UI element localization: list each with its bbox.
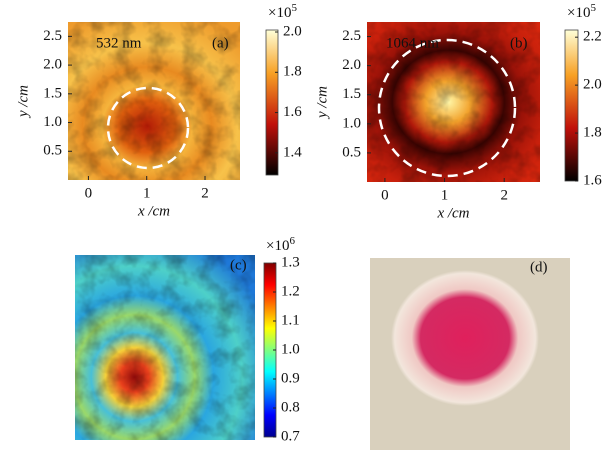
- x-axis-label: x /cm: [137, 203, 170, 219]
- x-tick-label: 1: [143, 185, 151, 201]
- x-tick-label: 2: [500, 187, 508, 203]
- colorbar-multiplier: ×105: [268, 2, 297, 22]
- colorbar-tick-label: 1.8: [283, 64, 302, 80]
- colorbar-multiplier: ×106: [266, 235, 295, 255]
- colorbar-tick-label: 2.0: [583, 77, 602, 93]
- y-tick-label: 1.5: [43, 85, 62, 101]
- annotation: (a): [212, 35, 229, 51]
- y-tick-label: 2.5: [43, 28, 62, 44]
- annotation: (b): [510, 35, 528, 51]
- x-axis-label: x /cm: [436, 205, 469, 221]
- y-tick-label: 1.0: [342, 115, 361, 131]
- colorbar-tick-label: 2.0: [283, 23, 302, 39]
- y-tick-label: 0.5: [43, 143, 62, 159]
- colorbar-tick-label: 0.7: [281, 428, 300, 444]
- x-tick-label: 2: [201, 185, 209, 201]
- annotation: 532 nm: [96, 35, 142, 51]
- colorbar-tick-label: 1.2: [281, 283, 300, 299]
- colorbar-tick-label: 1.3: [281, 254, 300, 270]
- heatmap-texture: [75, 255, 255, 440]
- y-tick-label: 2.0: [43, 57, 62, 73]
- multiplier-base: ×10: [567, 5, 590, 21]
- y-axis-label: y /cm: [314, 86, 330, 120]
- photo-stain: [391, 270, 539, 406]
- colorbar-tick-label: 1.8: [583, 125, 602, 141]
- multiplier-exponent: 6: [289, 235, 295, 247]
- multiplier-base: ×10: [266, 238, 289, 254]
- colorbar-tick-label: 0.8: [281, 399, 300, 415]
- colorbar-tick-label: 1.6: [283, 104, 302, 120]
- y-tick-label: 2.5: [342, 28, 361, 44]
- multiplier-base: ×10: [268, 5, 291, 21]
- y-tick-label: 1.5: [342, 86, 361, 102]
- colorbar-tick-label: 1.4: [283, 144, 302, 160]
- y-tick-label: 2.0: [342, 57, 361, 73]
- figure: (d) 532 nm (a) 0 1 2 0.5 1.0 1.5 2.0 2.5 x /cm y /c…: [0, 0, 609, 454]
- colorbar-tick-label: 1.6: [583, 172, 602, 188]
- annotation: 1064 nm: [386, 35, 439, 51]
- colorbar-tick-label: 2.2: [583, 29, 602, 45]
- multiplier-exponent: 5: [590, 2, 596, 14]
- panel-label: (d): [530, 259, 548, 275]
- colorbar-tick-label: 1.1: [281, 312, 300, 328]
- colorbar-multiplier: ×105: [567, 2, 596, 22]
- y-tick-label: 1.0: [43, 114, 62, 130]
- annotation: (c): [230, 257, 247, 273]
- y-tick-label: 0.5: [342, 144, 361, 160]
- x-tick-label: 1: [441, 187, 449, 203]
- x-tick-label: 0: [85, 185, 93, 201]
- x-tick-label: 0: [381, 187, 389, 203]
- colorbar-tick-label: 0.9: [281, 370, 300, 386]
- multiplier-exponent: 5: [291, 2, 297, 14]
- colorbar: [565, 30, 578, 181]
- colorbar-tick-label: 1.0: [281, 341, 300, 357]
- photo-panel: (d): [370, 258, 570, 450]
- y-axis-label: y /cm: [15, 85, 31, 119]
